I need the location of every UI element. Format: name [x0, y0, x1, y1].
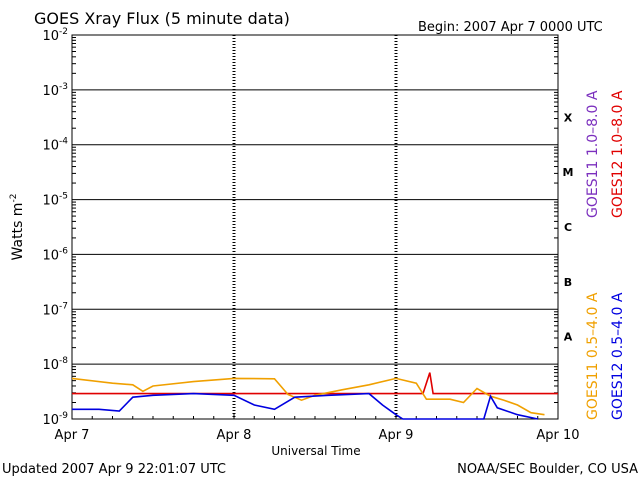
x-tick-label: Apr 10	[536, 428, 579, 443]
y-tick-base: 10	[42, 139, 59, 154]
y-tick-exp: -9	[59, 411, 68, 421]
flare-class-labels: X M C B A	[563, 111, 574, 343]
y-axis-label-base: Watts m	[10, 203, 26, 261]
flare-class-A: A	[564, 331, 573, 344]
series-line	[72, 372, 558, 395]
x-tick-label: Apr 7	[55, 428, 90, 443]
y-tick-exp: -3	[59, 82, 68, 92]
y-tick-label: 10-6	[42, 246, 68, 263]
y-tick-base: 10	[42, 29, 59, 44]
x-tick-label: Apr 8	[217, 428, 252, 443]
y-tick-base: 10	[42, 84, 59, 99]
y-tick-exp: -4	[59, 137, 68, 147]
plot-frame	[71, 34, 559, 420]
series-line	[71, 377, 545, 416]
legend-entry: GOES11 1.0–8.0 A	[585, 90, 601, 218]
series-line	[72, 392, 538, 420]
legend-entry: GOES11 0.5–4.0 A	[585, 292, 601, 420]
y-tick-exp: -5	[59, 192, 68, 202]
axis-ticks	[71, 37, 559, 419]
flare-class-C: C	[564, 221, 572, 234]
x-tick-labels: Apr 7 Apr 8 Apr 9 Apr 10	[55, 428, 580, 443]
y-tick-exp: -8	[59, 356, 68, 366]
chart-title: GOES Xray Flux (5 minute data)	[34, 9, 290, 28]
legend-entry: GOES12 0.5–4.0 A	[610, 292, 626, 420]
legend-entry: GOES12 1.0–8.0 A	[610, 90, 626, 218]
y-tick-label: 10-4	[42, 137, 68, 154]
y-tick-base: 10	[42, 358, 59, 373]
series-layer	[71, 372, 558, 420]
y-tick-label: 10-5	[42, 192, 68, 209]
y-tick-exp: -6	[59, 246, 68, 256]
y-tick-base: 10	[42, 194, 59, 209]
y-axis-label: Watts m-2	[9, 194, 26, 261]
y-axis-label-exp: -2	[9, 194, 19, 203]
y-tick-label: 10-9	[42, 411, 68, 428]
source-credit: NOAA/SEC Boulder, CO USA	[457, 462, 638, 477]
y-tick-base: 10	[42, 413, 59, 428]
flare-class-M: M	[563, 166, 574, 179]
x-tick-label: Apr 9	[379, 428, 414, 443]
y-tick-labels: 10-210-310-410-510-610-710-810-9	[42, 27, 68, 428]
y-tick-exp: -2	[59, 27, 68, 37]
flare-class-B: B	[564, 276, 572, 289]
updated-timestamp: Updated 2007 Apr 9 22:01:07 UTC	[2, 462, 226, 477]
legend: GOES11 1.0–8.0 A GOES12 1.0–8.0 A GOES11 0…	[585, 90, 626, 420]
flare-class-X: X	[564, 111, 573, 124]
y-tick-label: 10-8	[42, 356, 68, 373]
y-tick-label: 10-2	[42, 27, 68, 44]
gridlines	[72, 35, 558, 419]
x-axis-label: Universal Time	[271, 444, 360, 458]
y-tick-label: 10-7	[42, 301, 68, 318]
begin-label: Begin: 2007 Apr 7 0000 UTC	[418, 20, 603, 35]
y-tick-base: 10	[42, 248, 59, 263]
y-tick-base: 10	[42, 303, 59, 318]
y-tick-exp: -7	[59, 301, 68, 311]
y-tick-label: 10-3	[42, 82, 68, 99]
